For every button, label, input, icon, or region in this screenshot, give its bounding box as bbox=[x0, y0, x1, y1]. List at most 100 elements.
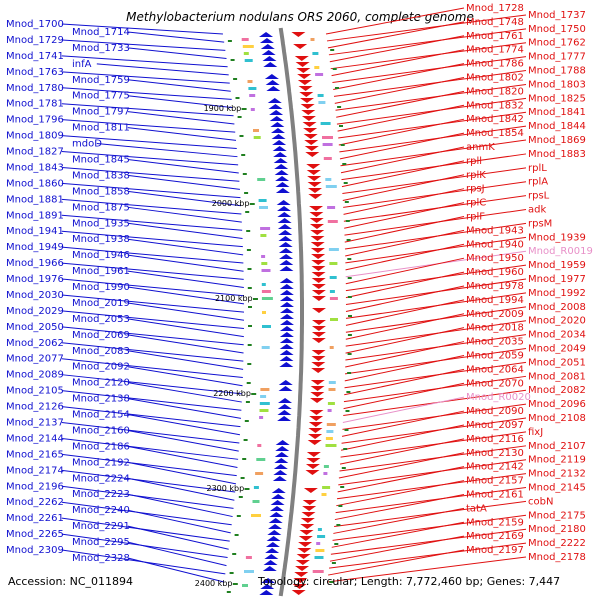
plus-strand-gene bbox=[292, 584, 307, 589]
minus-strand-gene bbox=[269, 512, 284, 517]
left-label-leader bbox=[61, 469, 236, 493]
left-label-leader bbox=[61, 342, 244, 362]
minus-strand-gene bbox=[277, 212, 292, 217]
cog-category-stripe bbox=[261, 269, 271, 272]
ruler-tick-label: 2400 kbp bbox=[195, 579, 233, 588]
cog-category-stripe bbox=[328, 388, 336, 391]
cog-category-stripe bbox=[323, 465, 329, 468]
plus-strand-gene bbox=[293, 578, 308, 583]
left-label-leader bbox=[61, 501, 232, 526]
right-gene-label-mnod-2130: Mnod_2130 bbox=[466, 448, 524, 459]
left-gene-label-mnod-1881: Mnod_1881 bbox=[6, 194, 64, 205]
left-label-leader bbox=[61, 406, 241, 428]
plus-strand-gene bbox=[293, 44, 308, 49]
left-label-leader bbox=[127, 525, 229, 550]
right-label-leader bbox=[331, 49, 465, 77]
left-gene-label-mnod-1780: Mnod_1780 bbox=[6, 83, 64, 94]
left-label-leader bbox=[127, 190, 242, 207]
left-gene-label-mnod-2126: Mnod_2126 bbox=[6, 402, 64, 413]
right-label-leader bbox=[343, 382, 465, 410]
cog-category-stripe bbox=[255, 472, 264, 475]
cog-category-stripe bbox=[320, 122, 331, 125]
left-gene-label-mnod-1759: Mnod_1759 bbox=[72, 75, 130, 86]
right-label-leader bbox=[333, 507, 465, 534]
minus-strand-gene bbox=[262, 566, 277, 571]
plus-strand-gene bbox=[303, 488, 318, 493]
gc-marker bbox=[246, 249, 251, 251]
minus-strand-gene bbox=[278, 398, 293, 403]
right-gene-label-mnod-1832: Mnod_1832 bbox=[466, 100, 524, 111]
gc-marker bbox=[248, 306, 252, 308]
cog-category-stripe bbox=[259, 206, 268, 209]
accession-label: Accession: NC_011894 bbox=[8, 575, 134, 588]
cog-category-stripe bbox=[259, 409, 269, 412]
cog-category-stripe bbox=[325, 444, 337, 447]
right-label-leader bbox=[345, 285, 465, 312]
minus-strand-gene bbox=[278, 236, 293, 241]
left-label-leader bbox=[61, 358, 243, 379]
minus-strand-gene bbox=[279, 290, 294, 295]
plus-strand-gene bbox=[309, 206, 324, 211]
left-gene-label-mnod-2291: Mnod_2291 bbox=[72, 521, 130, 532]
left-label-leader bbox=[127, 95, 233, 109]
gc-marker bbox=[246, 230, 251, 232]
plus-strand-gene bbox=[311, 350, 326, 355]
gc-marker bbox=[347, 334, 352, 336]
left-label-leader bbox=[61, 55, 228, 68]
plus-strand-gene bbox=[299, 98, 314, 103]
plus-strand-gene bbox=[311, 338, 326, 343]
gc-marker bbox=[330, 49, 335, 51]
right-label-leader bbox=[327, 21, 465, 49]
right-gene-label-mnod-2090: Mnod_2090 bbox=[466, 406, 524, 417]
left-gene-label-mnod-2223: Mnod_2223 bbox=[72, 489, 130, 500]
plus-strand-gene bbox=[311, 260, 326, 265]
gc-marker bbox=[234, 534, 239, 536]
plus-strand-gene bbox=[308, 428, 323, 433]
gc-marker bbox=[248, 325, 252, 327]
left-label-leader bbox=[61, 326, 244, 346]
gc-marker bbox=[334, 543, 339, 545]
cog-category-stripe bbox=[250, 108, 255, 111]
cog-category-stripe bbox=[329, 346, 334, 349]
right-label-leader bbox=[334, 77, 465, 104]
right-gene-label-mnod-1869: Mnod_1869 bbox=[528, 135, 586, 146]
left-label-leader bbox=[127, 111, 235, 125]
cog-category-stripe bbox=[257, 444, 262, 447]
plus-strand-gene bbox=[311, 266, 326, 271]
gc-marker bbox=[339, 125, 343, 127]
right-label-leader bbox=[326, 14, 527, 42]
left-gene-label-mnod-1976: Mnod_1976 bbox=[6, 274, 64, 285]
right-gene-label-mnod-1841: Mnod_1841 bbox=[528, 107, 586, 118]
cog-category-stripe bbox=[328, 248, 339, 251]
right-label-leader bbox=[336, 97, 527, 125]
right-label-leader bbox=[345, 327, 465, 354]
left-label-leader bbox=[61, 198, 242, 215]
cog-category-stripe bbox=[325, 178, 332, 181]
plus-strand-gene bbox=[298, 542, 313, 547]
right-gene-label-mnod-2119: Mnod_2119 bbox=[528, 455, 586, 466]
ruler-tick bbox=[251, 393, 257, 395]
plus-strand-gene bbox=[304, 146, 319, 151]
minus-strand-gene bbox=[275, 182, 290, 187]
plus-strand-gene bbox=[297, 74, 312, 79]
cog-category-stripe bbox=[325, 437, 333, 440]
right-label-leader bbox=[344, 354, 465, 382]
cog-category-stripe bbox=[327, 409, 332, 412]
left-gene-label-mnod-1961: Mnod_1961 bbox=[72, 266, 130, 277]
cog-category-stripe bbox=[245, 556, 252, 559]
cog-category-stripe bbox=[330, 318, 338, 321]
left-gene-label-mnod-1858: Mnod_1858 bbox=[72, 186, 130, 197]
gc-marker bbox=[230, 59, 235, 61]
ruler-tick bbox=[244, 488, 250, 490]
minus-strand-gene bbox=[263, 62, 278, 67]
gc-marker bbox=[235, 97, 240, 99]
cog-category-stripe bbox=[258, 199, 267, 202]
right-gene-label-mnod-1977: Mnod_1977 bbox=[528, 274, 586, 285]
right-label-leader bbox=[338, 459, 527, 486]
gc-marker bbox=[247, 268, 252, 270]
minus-strand-gene bbox=[279, 362, 294, 367]
left-gene-label-mnod-1946: Mnod_1946 bbox=[72, 250, 130, 261]
gc-marker bbox=[227, 40, 232, 42]
left-label-leader bbox=[61, 390, 242, 411]
